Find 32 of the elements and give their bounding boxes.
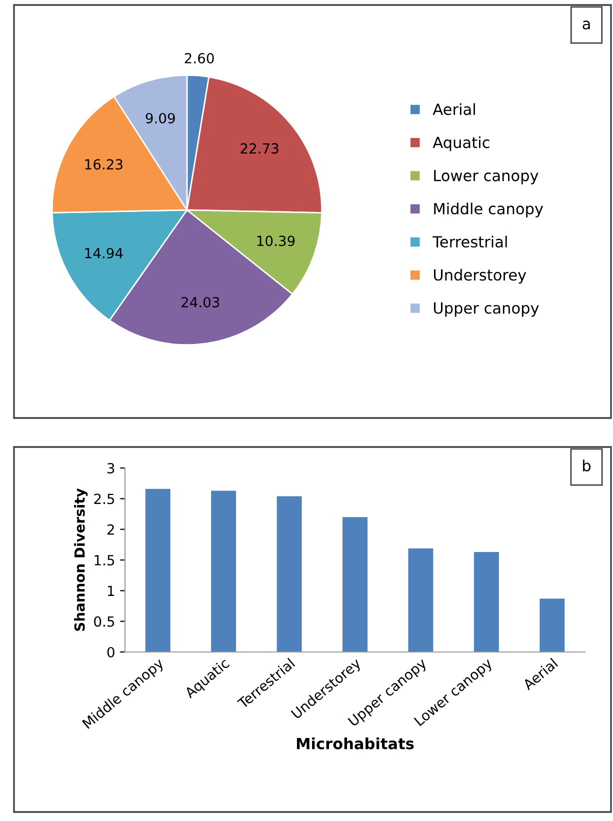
y-tick-label: 0: [107, 646, 114, 658]
data-label: 14.94: [85, 248, 123, 258]
y-axis-title: Shannon Diversity: [74, 488, 88, 631]
bar: [408, 548, 434, 652]
data-label: 22.73: [240, 143, 278, 154]
data-label: 9.09: [146, 112, 175, 124]
text: a: [582, 20, 590, 30]
x-axis-title: Microhabitats: [296, 737, 414, 750]
legend-label: Lower canopy: [434, 170, 538, 184]
y-tick-label: 2: [107, 524, 114, 535]
bar: [342, 517, 368, 652]
bar: [276, 496, 302, 652]
y-tick-label: 2.5: [94, 494, 114, 504]
y-tick-label: 1: [108, 586, 114, 596]
legend-label: Middle canopy: [434, 202, 544, 218]
bar: [211, 490, 236, 652]
data-label: 2.60: [184, 52, 214, 64]
annotation: b: [583, 460, 591, 472]
bar: [540, 598, 565, 652]
data-label: 10.39: [257, 236, 295, 246]
bar: [145, 488, 170, 652]
legend-label: Terrestrial: [432, 236, 507, 248]
y-tick-label: 1.5: [94, 555, 114, 566]
legend-label: Aerial: [432, 103, 475, 116]
data-label: 16.23: [85, 159, 122, 170]
bar: [474, 552, 499, 652]
legend-label: Upper canopy: [434, 302, 539, 317]
y-tick-label: 3: [108, 462, 114, 474]
data-label: 24.03: [182, 296, 220, 308]
y-tick-label: 0.5: [94, 616, 114, 627]
legend-label: Aquatic: [432, 136, 490, 152]
legend-label: Understorey: [434, 268, 526, 284]
